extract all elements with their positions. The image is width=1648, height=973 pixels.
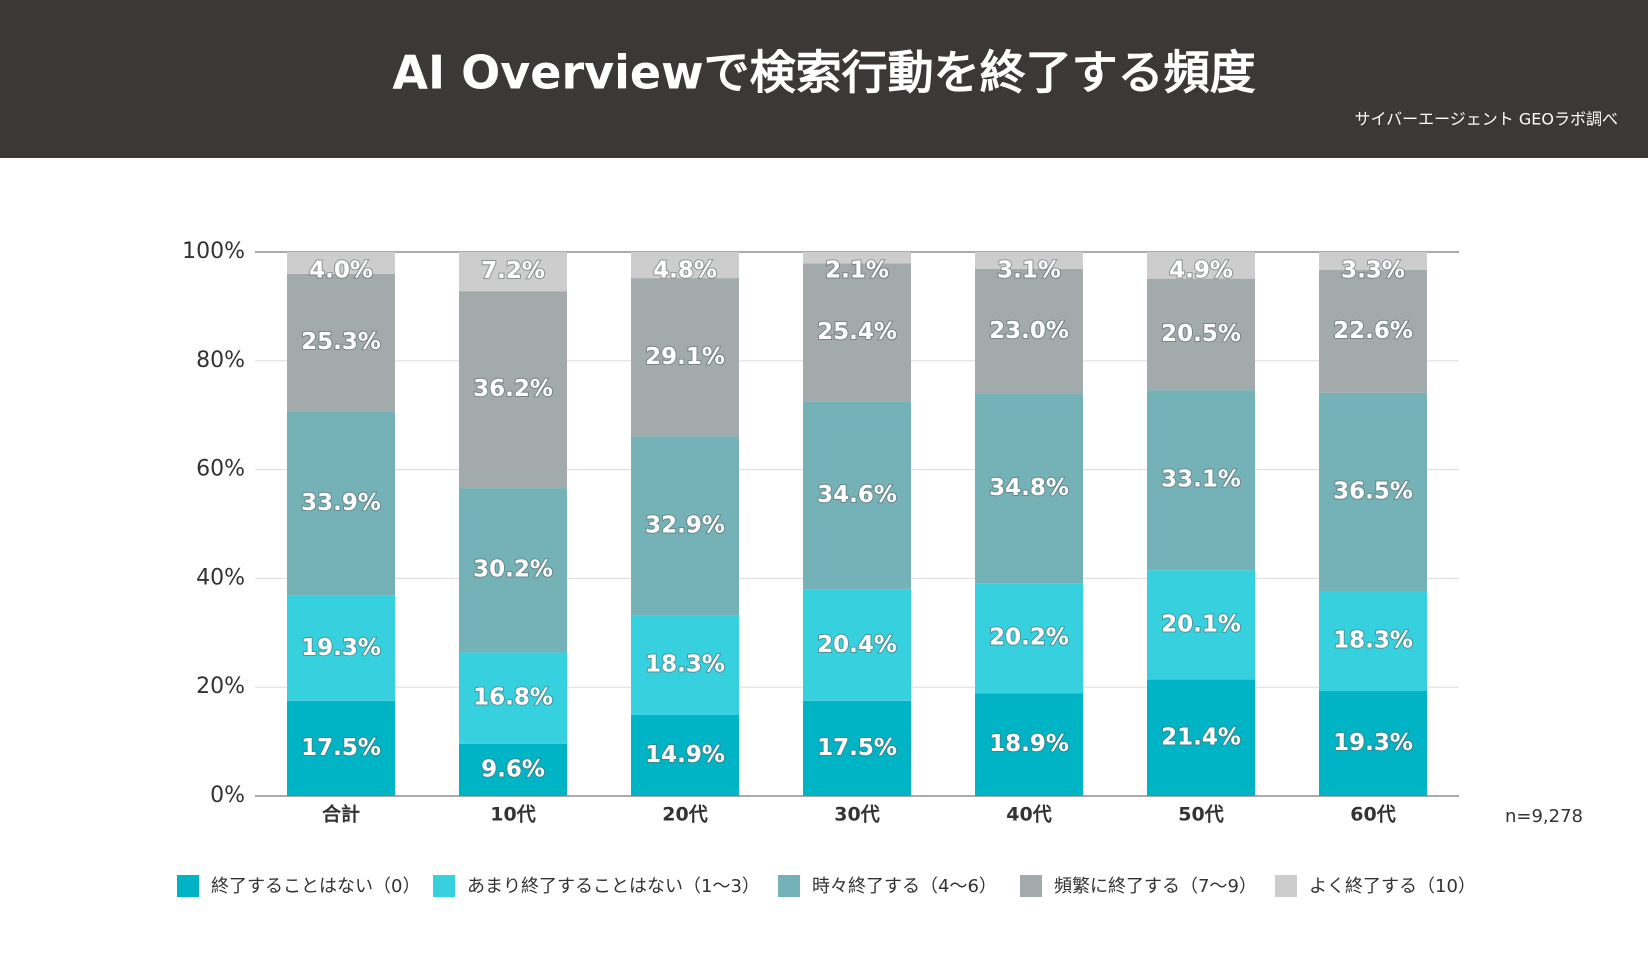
value-label: 2.1% [825, 258, 889, 284]
bar-segment [459, 743, 567, 796]
value-label: 33.9% [301, 490, 381, 516]
bar-segment [287, 595, 395, 701]
bar-segment [459, 652, 567, 744]
value-label: 18.9% [989, 731, 1069, 757]
x-tick-label: 50代 [1178, 804, 1223, 826]
y-tick-label: 100% [182, 239, 245, 264]
bar-segment [287, 700, 395, 796]
bar-segment [1319, 269, 1427, 393]
value-label: 17.5% [301, 735, 381, 761]
value-label: 9.6% [481, 756, 545, 782]
bar-segment [631, 714, 739, 796]
x-tick-label: 60代 [1350, 804, 1395, 826]
legend-swatch [433, 875, 455, 897]
y-tick-label: 60% [196, 457, 245, 482]
value-label: 4.9% [1169, 258, 1233, 284]
value-label: 25.3% [301, 329, 381, 355]
legend-swatch [1275, 875, 1297, 897]
x-tick-label: 40代 [1006, 804, 1051, 826]
value-label: 23.0% [989, 318, 1069, 344]
bar-segment [803, 263, 911, 402]
legend-swatch [778, 875, 800, 897]
bar-segment [1319, 691, 1427, 796]
value-label: 4.0% [309, 258, 373, 284]
value-label: 20.1% [1161, 611, 1241, 637]
y-tick-label: 40% [196, 565, 245, 590]
note: n=9,278 [1505, 806, 1583, 827]
value-label: 33.1% [1161, 467, 1241, 493]
bar-segment [287, 252, 395, 274]
x-tick-label: 合計 [322, 803, 360, 826]
bar-segment [1147, 390, 1255, 571]
value-label: 30.2% [473, 557, 553, 583]
bar-segment [459, 488, 567, 653]
value-label: 34.8% [989, 475, 1069, 501]
bar-segment [287, 273, 395, 412]
bar-segment [803, 589, 911, 701]
legend-label: 頻繁に終了する（7〜9） [1054, 876, 1257, 897]
header-band [0, 0, 1648, 158]
legend-label: 終了することはない（0） [211, 876, 420, 897]
value-label: 4.8% [653, 258, 717, 284]
bar-segment [1147, 570, 1255, 680]
value-label: 18.3% [1333, 628, 1413, 654]
x-tick-label: 20代 [662, 804, 707, 826]
value-label: 20.4% [817, 632, 897, 658]
y-tick-label: 80% [196, 348, 245, 373]
bar-segment [631, 278, 739, 437]
bar-segment [1147, 252, 1255, 279]
value-label: 29.1% [645, 344, 725, 370]
value-label: 34.6% [817, 482, 897, 508]
y-tick-label: 0% [210, 783, 245, 808]
bar-segment [459, 291, 567, 489]
bar-segment [975, 393, 1083, 584]
legend-swatch [177, 875, 199, 897]
source: サイバーエージェント GEOラボ調べ [1354, 110, 1618, 129]
bar-segment [975, 252, 1083, 269]
bar-segment [1147, 278, 1255, 391]
bar-segment [1319, 591, 1427, 692]
value-label: 3.3% [1341, 258, 1405, 284]
value-label: 3.1% [997, 258, 1061, 284]
x-tick-label: 10代 [490, 804, 535, 826]
bar-segment [631, 252, 739, 279]
value-label: 20.2% [989, 625, 1069, 651]
bar-segment [803, 401, 911, 590]
value-label: 17.5% [817, 735, 897, 761]
value-label: 20.5% [1161, 321, 1241, 347]
value-label: 16.8% [473, 685, 553, 711]
bar-segment [631, 436, 739, 616]
bar-segment [975, 693, 1083, 796]
value-label: 19.3% [301, 635, 381, 661]
legend-label: よく終了する（10） [1309, 876, 1476, 897]
bar-segment [1319, 252, 1427, 270]
bar-segment [631, 615, 739, 715]
legend-label: 時々終了する（4〜6） [812, 876, 997, 897]
x-tick-label: 30代 [834, 804, 879, 826]
bar-segment [975, 268, 1083, 394]
bar-segment [1147, 679, 1255, 796]
legend-swatch [1020, 875, 1042, 897]
y-tick-label: 20% [196, 674, 245, 699]
value-label: 36.2% [473, 376, 553, 402]
value-label: 22.6% [1333, 318, 1413, 344]
bar-segment [803, 252, 911, 264]
value-label: 18.3% [645, 652, 725, 678]
value-label: 14.9% [645, 742, 725, 768]
legend-label: あまり終了することはない（1〜3） [467, 876, 760, 897]
value-label: 21.4% [1161, 724, 1241, 750]
value-label: 25.4% [817, 319, 897, 345]
value-label: 7.2% [481, 258, 545, 284]
bar-segment [287, 411, 395, 596]
bar-segment [1319, 392, 1427, 592]
bar-segment [459, 252, 567, 292]
bar-segment [803, 700, 911, 796]
chart-title: AI Overviewで検索行動を終了する頻度 [392, 46, 1255, 100]
bar-segment [975, 583, 1083, 694]
value-label: 19.3% [1333, 730, 1413, 756]
value-label: 36.5% [1333, 479, 1413, 505]
value-label: 32.9% [645, 512, 725, 538]
